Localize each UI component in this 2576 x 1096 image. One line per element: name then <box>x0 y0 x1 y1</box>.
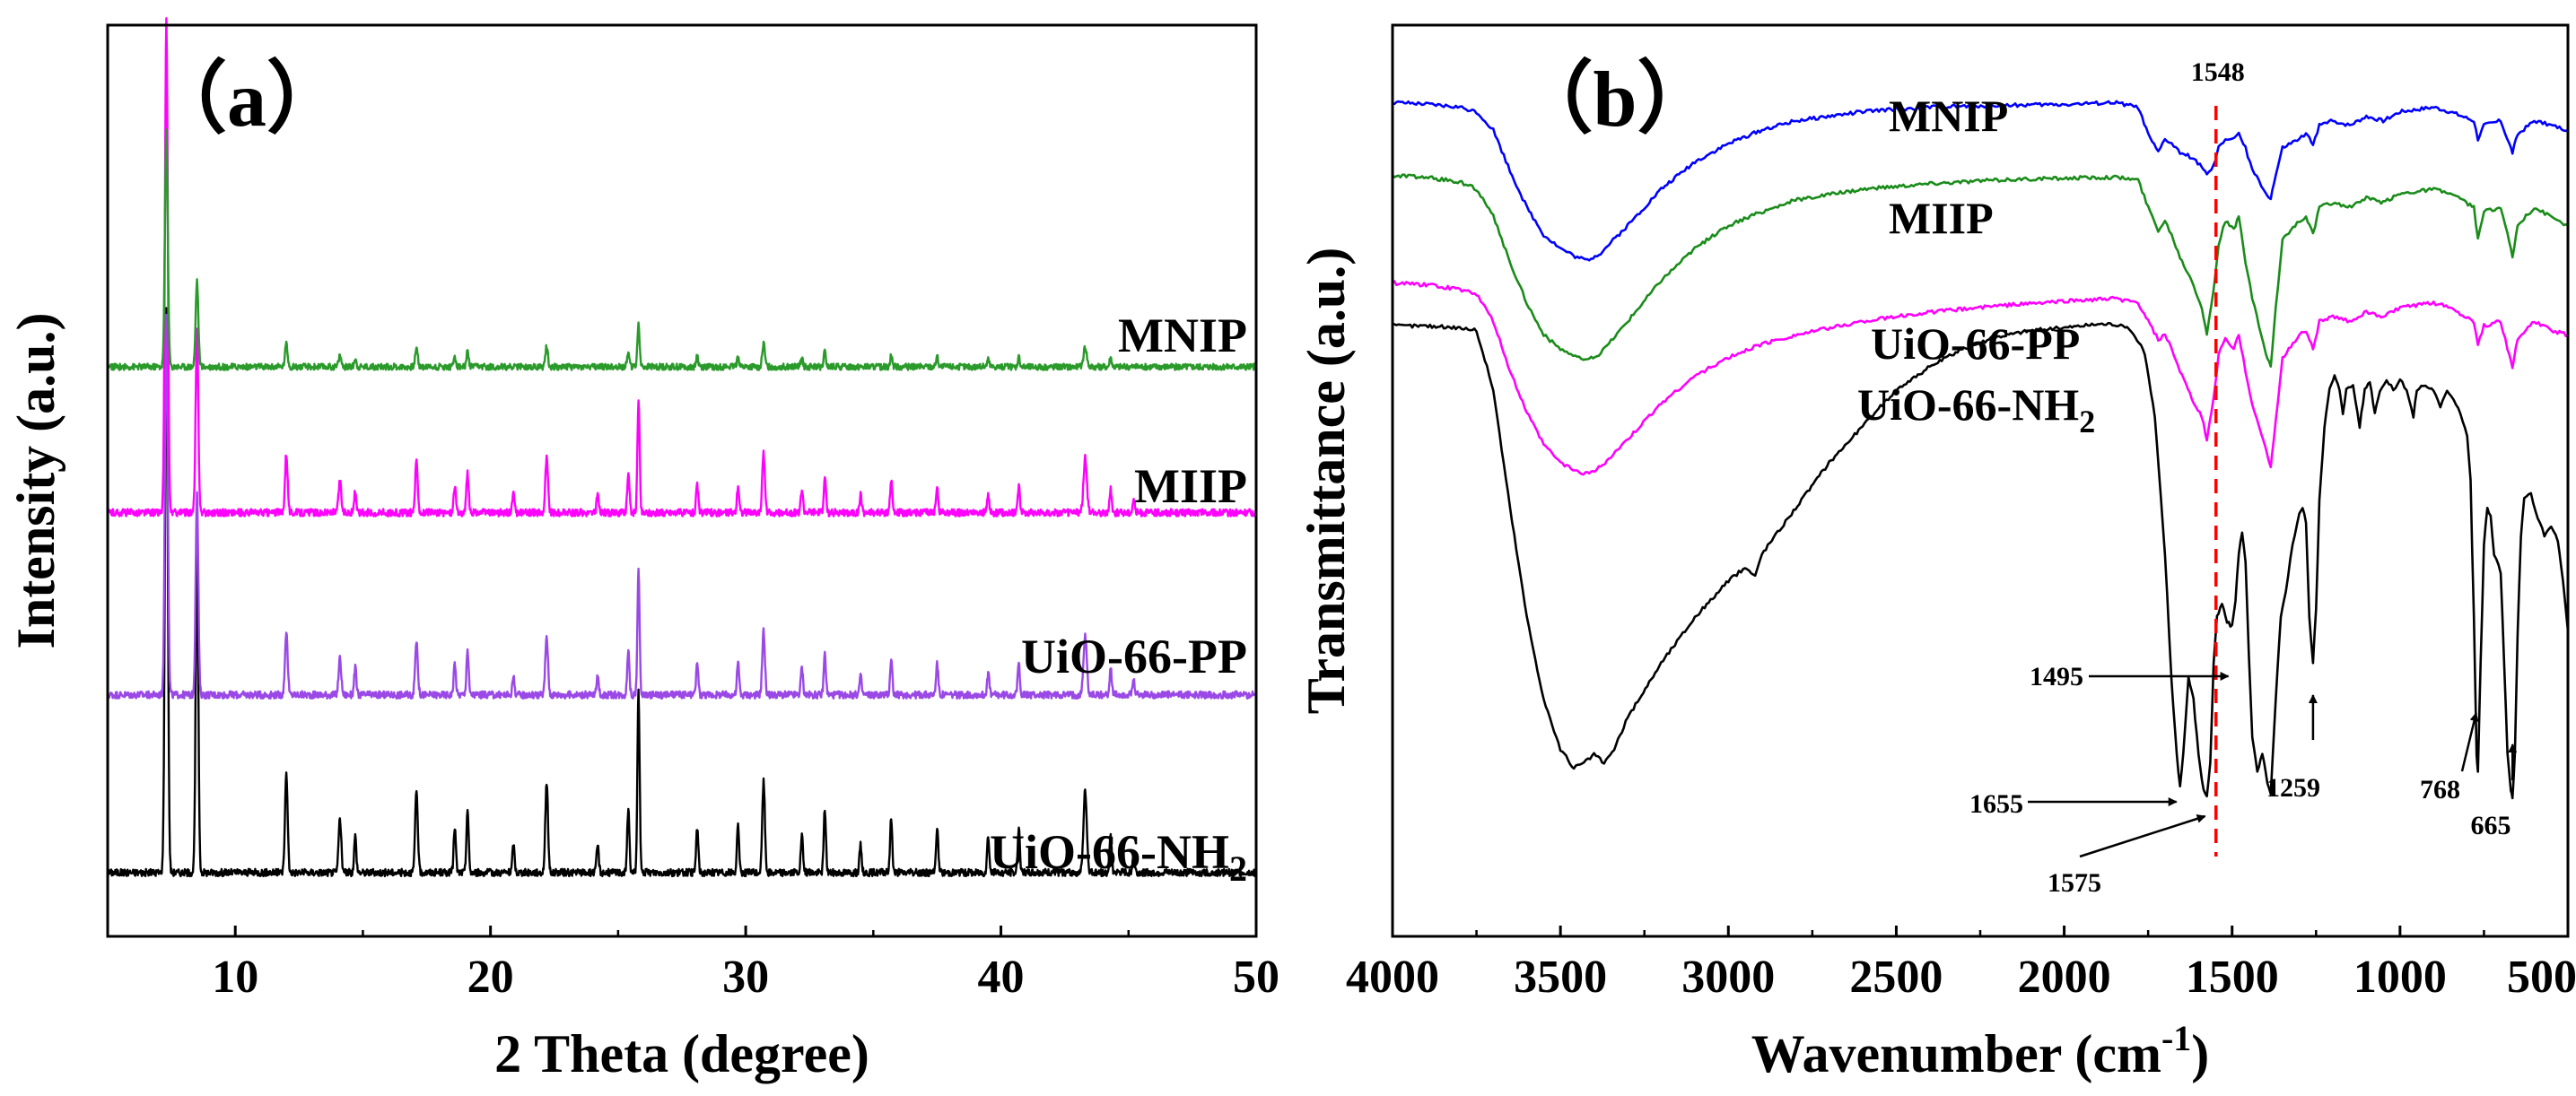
panel-b-x-tick-label-2000: 2000 <box>2018 952 2111 1003</box>
ftir-series-uio-66-pp <box>1392 280 2569 476</box>
xrd-series-mnip <box>108 128 1256 371</box>
ftir-label-mnip: MNIP <box>1889 91 2008 141</box>
panel-a-x-tick-label-10: 10 <box>212 952 258 1003</box>
panel-b-x-tick-label-2500: 2500 <box>1849 952 1943 1003</box>
xrd-label-mnip: MNIP <box>1118 309 1247 362</box>
annotation-label-1575: 1575 <box>2048 868 2101 898</box>
panel-a-x-tick-label-40: 40 <box>978 952 1025 1003</box>
annotation-label-1655: 1655 <box>1969 789 2023 819</box>
panel-a-x-tick-label-50: 50 <box>1233 952 1279 1003</box>
annotation-arrow-1575 <box>2079 814 2206 858</box>
panel-b-x-tick-label-3500: 3500 <box>1514 952 1607 1003</box>
annotation-label-665: 665 <box>2471 811 2511 840</box>
panel-a-x-axis-title: 2 Theta (degree) <box>494 1024 869 1083</box>
panel-b-x-tick-label-1000: 1000 <box>2353 952 2447 1003</box>
panel-b-ftir-chart: 1548 （b） 4000 3500 3000 2500 2000 1500 1000 500… <box>1297 23 2576 1083</box>
xrd-label-subscript: 2 <box>1229 848 1247 889</box>
xrd-series-miip <box>108 17 1256 518</box>
annotation-label-1495: 1495 <box>2030 662 2083 692</box>
ftir-label-uio-66-pp: UiO-66-PP <box>1871 318 2080 369</box>
panel-b-x-tick-label-500: 500 <box>2507 952 2576 1003</box>
annotation-label-768: 768 <box>2420 775 2460 805</box>
xrd-series-uio-66-pp <box>108 313 1256 700</box>
panel-a-x-tick-label-30: 30 <box>722 952 769 1003</box>
panel-a-y-axis-title: Intensity (a.u.) <box>6 312 65 648</box>
panel-b-x-tick-label-4000: 4000 <box>1346 952 1439 1003</box>
reference-line-label: 1548 <box>2191 57 2245 87</box>
xrd-label-uio-66-nh2: UiO-66-NH2 <box>990 825 1247 889</box>
panel-b-y-axis-title: Transmittance (a.u.) <box>1297 248 1356 715</box>
panel-a-plot-frame <box>106 23 1258 938</box>
xrd-series-uio-66-nh2 <box>108 307 1256 878</box>
panel-b-x-axis-title-sup: -1 <box>2161 1018 2191 1058</box>
annotation-arrow-768 <box>2460 712 2479 772</box>
xrd-label-uio-66-pp: UiO-66-PP <box>1021 630 1247 683</box>
ftir-label-subscript: 2 <box>2079 404 2095 439</box>
panel-b-x-tick-label-3000: 3000 <box>1681 952 1775 1003</box>
panel-a-label: （a） <box>148 57 345 144</box>
annotation-label-1259: 1259 <box>2266 773 2320 803</box>
panel-b-x-axis-title-end: ) <box>2191 1024 2209 1083</box>
ftir-series-miip <box>1392 173 2569 368</box>
ftir-label-miip: MIIP <box>1889 193 1994 243</box>
xrd-label-miip: MIIP <box>1134 459 1247 513</box>
panel-b-x-axis-title: Wavenumber (cm-1) <box>1751 1018 2210 1083</box>
panel-b-x-tick-label-1500: 1500 <box>2186 952 2279 1003</box>
ftir-series-uio-66-nh2 <box>1392 321 2570 800</box>
panel-a-x-tick-label-20: 20 <box>467 952 514 1003</box>
ftir-series-mnip <box>1392 100 2569 262</box>
panel-b-label: （b） <box>1515 57 1716 144</box>
ftir-label-uio-66-nh2: UiO-66-NH2 <box>1857 379 2095 439</box>
panel-a-xrd-chart: （a） 10 20 30 40 50 2 Theta (degree) Intensit… <box>6 17 1279 1083</box>
panel-b-x-axis-title-main: Wavenumber (cm <box>1751 1024 2161 1083</box>
